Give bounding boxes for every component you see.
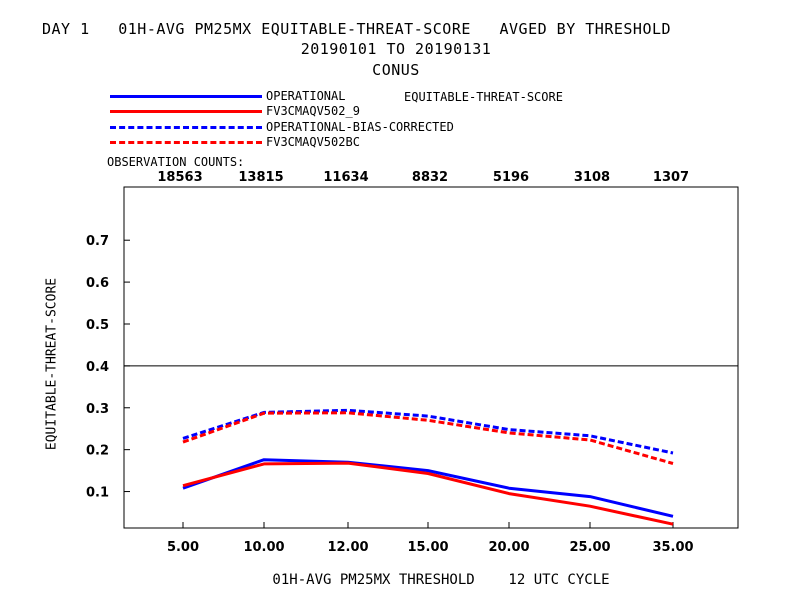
series-line-1: [182, 458, 674, 518]
y-tick-label: 0.3: [86, 402, 109, 417]
observation-count: 1307: [652, 170, 690, 185]
x-tick-label: 20.00: [488, 540, 529, 555]
plot-frame: [123, 186, 739, 529]
region-label: CONUS: [372, 61, 420, 79]
observation-count: 8832: [411, 170, 449, 185]
legend-label-3: OPERATIONAL-BIAS-CORRECTED: [266, 120, 454, 134]
legend-line-4: [110, 141, 262, 144]
x-tick-label: 15.00: [407, 540, 448, 555]
metric-label: EQUITABLE-THREAT-SCORE: [404, 90, 563, 104]
y-tick-label: 0.1: [86, 486, 109, 501]
y-tick-label: 0.7: [86, 234, 109, 249]
y-tick-label: 0.6: [86, 276, 109, 291]
observation-count: 11634: [323, 170, 369, 185]
x-tick-label: 25.00: [569, 540, 610, 555]
y-tick-label: 0.2: [86, 444, 109, 459]
chart-title: DAY 1 01H-AVG PM25MX EQUITABLE-THREAT-SC…: [42, 20, 672, 38]
observation-count: 5196: [492, 170, 530, 185]
observation-count: 13815: [238, 170, 284, 185]
observation-count: 3108: [573, 170, 611, 185]
x-tick-label: 12.00: [327, 540, 368, 555]
legend-line-3: [110, 126, 262, 129]
legend-label-1: OPERATIONAL: [266, 89, 346, 103]
y-tick-label: 0.5: [86, 318, 109, 333]
y-tick-label: 0.4: [86, 360, 109, 375]
x-tick-label: 5.00: [167, 540, 199, 555]
legend-label-2: FV3CMAQV502_9: [266, 104, 360, 118]
legend-label-4: FV3CMAQV502BC: [266, 135, 360, 149]
legend-line-1: [110, 95, 262, 98]
observation-count: 18563: [157, 170, 203, 185]
x-axis-label: 01H-AVG PM25MX THRESHOLD 12 UTC CYCLE: [272, 572, 610, 588]
series-line-4: [182, 411, 674, 465]
series-line-2: [182, 461, 674, 526]
observation-counts-title: OBSERVATION COUNTS:: [107, 155, 245, 169]
x-tick-label: 10.00: [243, 540, 284, 555]
x-tick-label: 35.00: [652, 540, 693, 555]
legend-line-2: [110, 110, 262, 113]
date-range: 20190101 TO 20190131: [300, 40, 492, 58]
